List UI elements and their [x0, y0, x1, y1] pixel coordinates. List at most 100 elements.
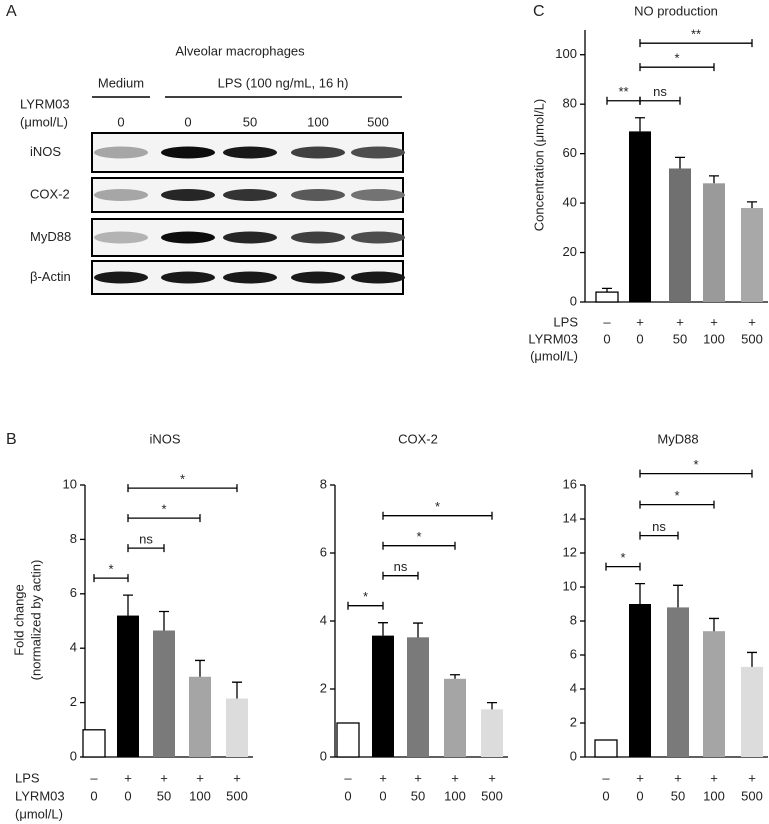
- bar: [741, 666, 763, 757]
- error-bar: [487, 701, 497, 710]
- error-bar: [232, 681, 242, 699]
- lps-label: –: [344, 770, 352, 785]
- y-axis-label: (normalized by actin): [28, 560, 43, 681]
- chart-title: COX-2: [398, 431, 438, 446]
- y-tick-label: 16: [563, 476, 577, 491]
- error-bar: [673, 584, 683, 608]
- blot-band: [94, 231, 148, 244]
- blot-band: [223, 146, 277, 159]
- blot-band: [161, 189, 215, 201]
- significance-label: *: [161, 502, 166, 517]
- significance-bracket: [347, 601, 384, 610]
- lps-label: +: [160, 770, 168, 785]
- y-axis-label: Concentration (μmol/L): [531, 99, 546, 232]
- y-tick-label: 80: [563, 96, 577, 111]
- bar: [595, 291, 619, 303]
- y-tick-label: 60: [563, 145, 577, 160]
- significance-label: *: [180, 472, 185, 487]
- error-bar: [413, 622, 423, 638]
- y-tick-label: 2: [70, 694, 77, 709]
- significance-label: ns: [394, 559, 408, 574]
- chart-title: MyD88: [657, 431, 698, 446]
- x-tick-label: 100: [703, 788, 725, 803]
- error-bar: [747, 201, 757, 209]
- significance-bracket: [605, 562, 641, 571]
- x-tick-label: 100: [444, 788, 466, 803]
- bar: [594, 739, 618, 758]
- blot-band: [291, 231, 345, 244]
- significance-bracket: [639, 96, 681, 105]
- error-bar: [378, 622, 388, 636]
- blot-band: [351, 189, 405, 201]
- blot-band: [161, 271, 215, 284]
- y-tick-label: 2: [320, 680, 327, 695]
- significance-bracket: [639, 500, 715, 509]
- x-tick-label: 500: [741, 331, 763, 346]
- lps-label: +: [451, 770, 459, 785]
- blot-band: [291, 189, 345, 201]
- lps-label: +: [636, 770, 644, 785]
- significance-bracket: [127, 514, 201, 523]
- dose-label: 500: [367, 114, 389, 129]
- blot-band: [351, 231, 405, 244]
- x-tick-label: 0: [602, 788, 609, 803]
- bar: [629, 604, 651, 757]
- chart-title: iNOS: [149, 431, 180, 446]
- significance-bracket: [639, 63, 715, 72]
- blot-row-label: COX-2: [30, 186, 70, 201]
- lps-label: +: [748, 770, 756, 785]
- dose-label: 0: [184, 114, 191, 129]
- lps-label: –: [90, 770, 98, 785]
- significance-label: ns: [653, 84, 667, 99]
- bar: [117, 615, 139, 757]
- x-tick-label: 50: [673, 331, 687, 346]
- dose-label: 0: [117, 114, 124, 129]
- blot-row-label: MyD88: [30, 229, 71, 244]
- blot-band: [94, 271, 148, 284]
- bar: [629, 131, 651, 302]
- x-tick-label: 500: [741, 788, 763, 803]
- row-label: (μmol/L): [530, 348, 578, 363]
- x-tick-label: 100: [703, 331, 725, 346]
- x-tick-label: 100: [189, 788, 211, 803]
- bar: [407, 637, 429, 757]
- lps-label: +: [488, 770, 496, 785]
- error-bar: [195, 659, 205, 677]
- x-tick-label: 0: [344, 788, 351, 803]
- group-label: Medium: [98, 75, 144, 90]
- row-label: LYRM03: [15, 788, 65, 803]
- y-tick-label: 14: [563, 510, 577, 525]
- error-bar: [709, 617, 719, 632]
- error-bar: [635, 117, 645, 132]
- x-tick-label: 0: [636, 331, 643, 346]
- error-bar: [602, 287, 612, 293]
- error-bar: [123, 594, 133, 616]
- y-tick-label: 12: [563, 544, 577, 559]
- x-tick-label: 50: [671, 788, 685, 803]
- error-bar: [747, 651, 757, 667]
- y-tick-label: 0: [320, 748, 327, 763]
- significance-label: *: [108, 562, 113, 577]
- lps-label: +: [674, 770, 682, 785]
- y-tick-label: 6: [570, 646, 577, 661]
- blot-row-label: iNOS: [30, 144, 61, 159]
- panel-label: A: [6, 3, 17, 20]
- dose-label: 50: [243, 114, 257, 129]
- significance-bracket: [127, 544, 165, 553]
- significance-bracket: [639, 39, 753, 48]
- significance-label: *: [693, 457, 698, 472]
- significance-bracket: [639, 531, 679, 540]
- y-tick-label: 6: [70, 585, 77, 600]
- y-tick-label: 4: [320, 612, 327, 627]
- y-tick-label: 8: [320, 476, 327, 491]
- lps-label: +: [124, 770, 132, 785]
- x-tick-label: 0: [379, 788, 386, 803]
- significance-label: *: [363, 589, 368, 604]
- lps-label: +: [748, 314, 756, 329]
- chart-title: NO production: [634, 3, 718, 18]
- blot-band: [161, 231, 215, 244]
- y-tick-label: 10: [63, 476, 77, 491]
- y-tick-label: 100: [555, 46, 577, 61]
- y-tick-label: 40: [563, 195, 577, 210]
